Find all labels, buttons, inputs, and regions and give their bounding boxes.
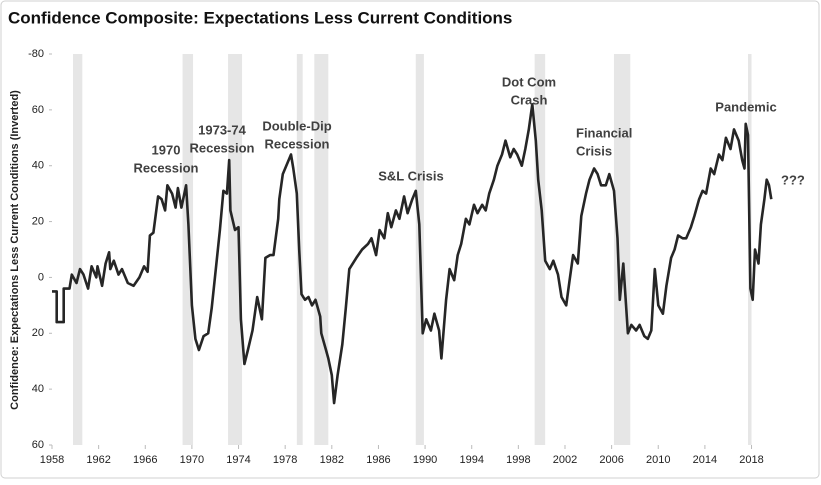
recession-band	[613, 54, 631, 445]
annotation: Recession	[264, 136, 329, 151]
x-tick-label: 1974	[226, 454, 250, 466]
y-tick-label: 40	[32, 160, 44, 172]
chart-title: Confidence Composite: Expectations Less …	[8, 8, 512, 27]
x-tick-label: 1962	[86, 454, 110, 466]
recession-band	[72, 54, 83, 445]
y-tick-label: 20	[32, 215, 44, 227]
annotation: Pandemic	[715, 99, 776, 114]
annotation: ???	[781, 172, 805, 187]
annotation: 1970	[152, 142, 181, 157]
x-tick-label: 1958	[40, 454, 64, 466]
y-tick-label: 0	[38, 271, 44, 283]
annotation: Double-Dip	[262, 118, 331, 133]
y-axis-title: Confidence: Expectations Less Current Co…	[9, 90, 21, 410]
x-tick-label: 2002	[553, 454, 577, 466]
recession-band	[182, 54, 194, 445]
annotation: 1973-74	[198, 122, 246, 137]
annotation: S&L Crisis	[378, 168, 444, 183]
x-tick-label: 1982	[320, 454, 344, 466]
recession-band	[314, 54, 329, 445]
annotation: Financial	[576, 125, 632, 140]
series-line	[52, 103, 773, 405]
annotation: Crash	[511, 92, 548, 107]
annotation: Dot Com	[502, 74, 556, 89]
recession-band	[228, 54, 243, 445]
y-tick-label: 60	[32, 104, 44, 116]
annotation: Recession	[133, 160, 198, 175]
x-tick-label: 1970	[180, 454, 204, 466]
x-tick-label: 2006	[599, 454, 623, 466]
y-tick-label: -80	[28, 48, 44, 60]
x-tick-label: 1990	[413, 454, 437, 466]
y-tick-label: 60	[32, 439, 44, 451]
y-tick-label: 40	[32, 383, 44, 395]
annotation: Crisis	[576, 143, 612, 158]
x-tick-label: 1994	[459, 454, 483, 466]
x-tick-label: 1978	[273, 454, 297, 466]
y-tick-label: 20	[32, 327, 44, 339]
recession-band	[534, 54, 546, 445]
x-tick-label: 1998	[506, 454, 530, 466]
x-tick-label: 1966	[133, 454, 157, 466]
annotation: Recession	[189, 140, 254, 155]
x-tick-label: 2014	[693, 454, 717, 466]
x-tick-label: 2010	[646, 454, 670, 466]
x-tick-label: 1986	[366, 454, 390, 466]
x-tick-label: 2018	[739, 454, 763, 466]
